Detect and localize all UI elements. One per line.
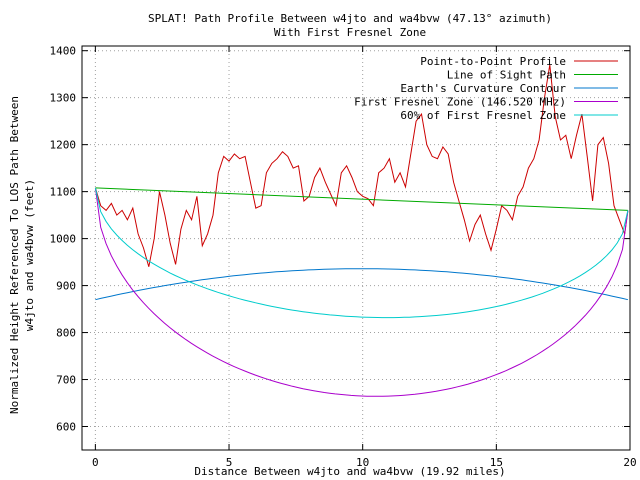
- y-tick-label: 1200: [50, 139, 77, 152]
- series-fresnel-zone: [94, 187, 629, 397]
- series-fresnel-60: [94, 187, 629, 319]
- chart-subtitle: With First Fresnel Zone: [274, 26, 426, 39]
- legend-label: First Fresnel Zone (146.520 MHz): [354, 96, 566, 109]
- y-tick-label: 900: [56, 280, 76, 293]
- series-line-of-sight: [95, 187, 628, 211]
- y-axis-ticks: 600 700 800 900 1000 1100 1200 1300 1400: [50, 45, 630, 434]
- x-axis-ticks: 0 5 10 15 20: [92, 46, 637, 469]
- y-axis-label: Normalized Height Referenced To LOS Path…: [8, 96, 21, 414]
- legend-label: Earth's Curvature Contour: [400, 82, 566, 95]
- legend-label: Line of Sight Path: [447, 69, 566, 82]
- series-group: [94, 64, 629, 397]
- x-axis-label: Distance Between w4jto and wa4bvw (19.92…: [194, 465, 505, 478]
- series-terrain-profile: [94, 64, 629, 267]
- y-tick-label: 700: [56, 374, 76, 387]
- x-tick-label: 20: [623, 456, 636, 469]
- y-tick-label: 1000: [50, 233, 77, 246]
- y-tick-label: 600: [56, 421, 76, 434]
- x-tick-label: 10: [356, 456, 369, 469]
- y-tick-label: 1300: [50, 92, 77, 105]
- chart-title: SPLAT! Path Profile Between w4jto and wa…: [148, 12, 552, 25]
- series-earth-curvature: [95, 268, 629, 301]
- y-tick-label: 800: [56, 327, 76, 340]
- plot-frame: [81, 45, 631, 451]
- y-tick-label: 1400: [50, 45, 77, 58]
- legend-label: Point-to-Point Profile: [420, 55, 566, 68]
- x-tick-label: 5: [226, 456, 233, 469]
- y-tick-label: 1100: [50, 186, 77, 199]
- x-tick-label: 0: [92, 456, 99, 469]
- x-tick-label: 15: [490, 456, 503, 469]
- y-axis-label-line2: w4jto and wa4bvw (feet): [23, 179, 36, 331]
- legend-label: 60% of First Fresnel Zone: [400, 109, 566, 122]
